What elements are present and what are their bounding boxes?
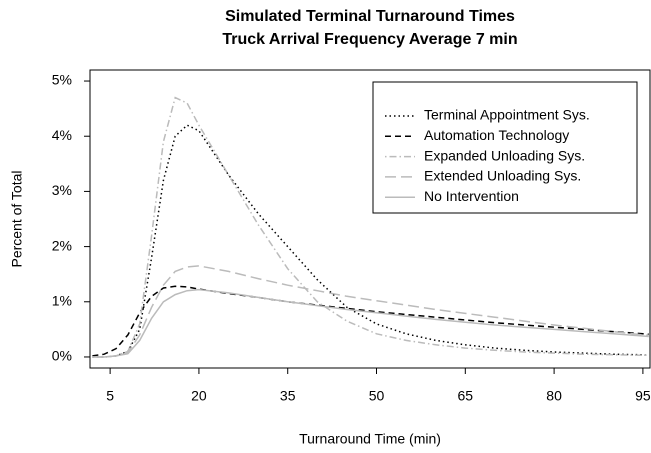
x-tick-label: 5 [106, 388, 114, 404]
y-tick-label: 2% [52, 237, 72, 253]
series-line [92, 288, 649, 358]
x-tick-label: 50 [369, 388, 385, 404]
plot-lines [92, 96, 649, 358]
series-line [92, 124, 649, 358]
y-axis-title: Percent of Total [9, 170, 25, 267]
series-line [92, 96, 649, 358]
legend-label: No Intervention [424, 188, 519, 204]
x-tick-label: 65 [458, 388, 474, 404]
chart-title: Simulated Terminal Turnaround Times [225, 8, 515, 25]
y-tick-label: 4% [52, 127, 72, 143]
legend-label: Terminal Appointment Sys. [424, 107, 590, 123]
x-tick-label: 35 [280, 388, 296, 404]
y-tick-label: 1% [52, 292, 72, 308]
x-tick-label: 80 [546, 388, 562, 404]
legend-label: Extended Unloading Sys. [424, 168, 581, 184]
legend-box [372, 81, 638, 214]
x-tick-label: 95 [635, 388, 651, 404]
y-tick-label: 3% [52, 182, 72, 198]
legend-label: Expanded Unloading Sys. [424, 147, 585, 163]
chart-subtitle: Truck Arrival Frequency Average 7 min [222, 31, 517, 48]
x-tick-label: 20 [191, 388, 207, 404]
x-axis-title: Turnaround Time (min) [299, 431, 441, 447]
series-line [92, 265, 649, 358]
y-tick-label: 5% [52, 72, 72, 88]
y-tick-label: 0% [52, 348, 72, 364]
legend-label: Automation Technology [424, 127, 569, 143]
